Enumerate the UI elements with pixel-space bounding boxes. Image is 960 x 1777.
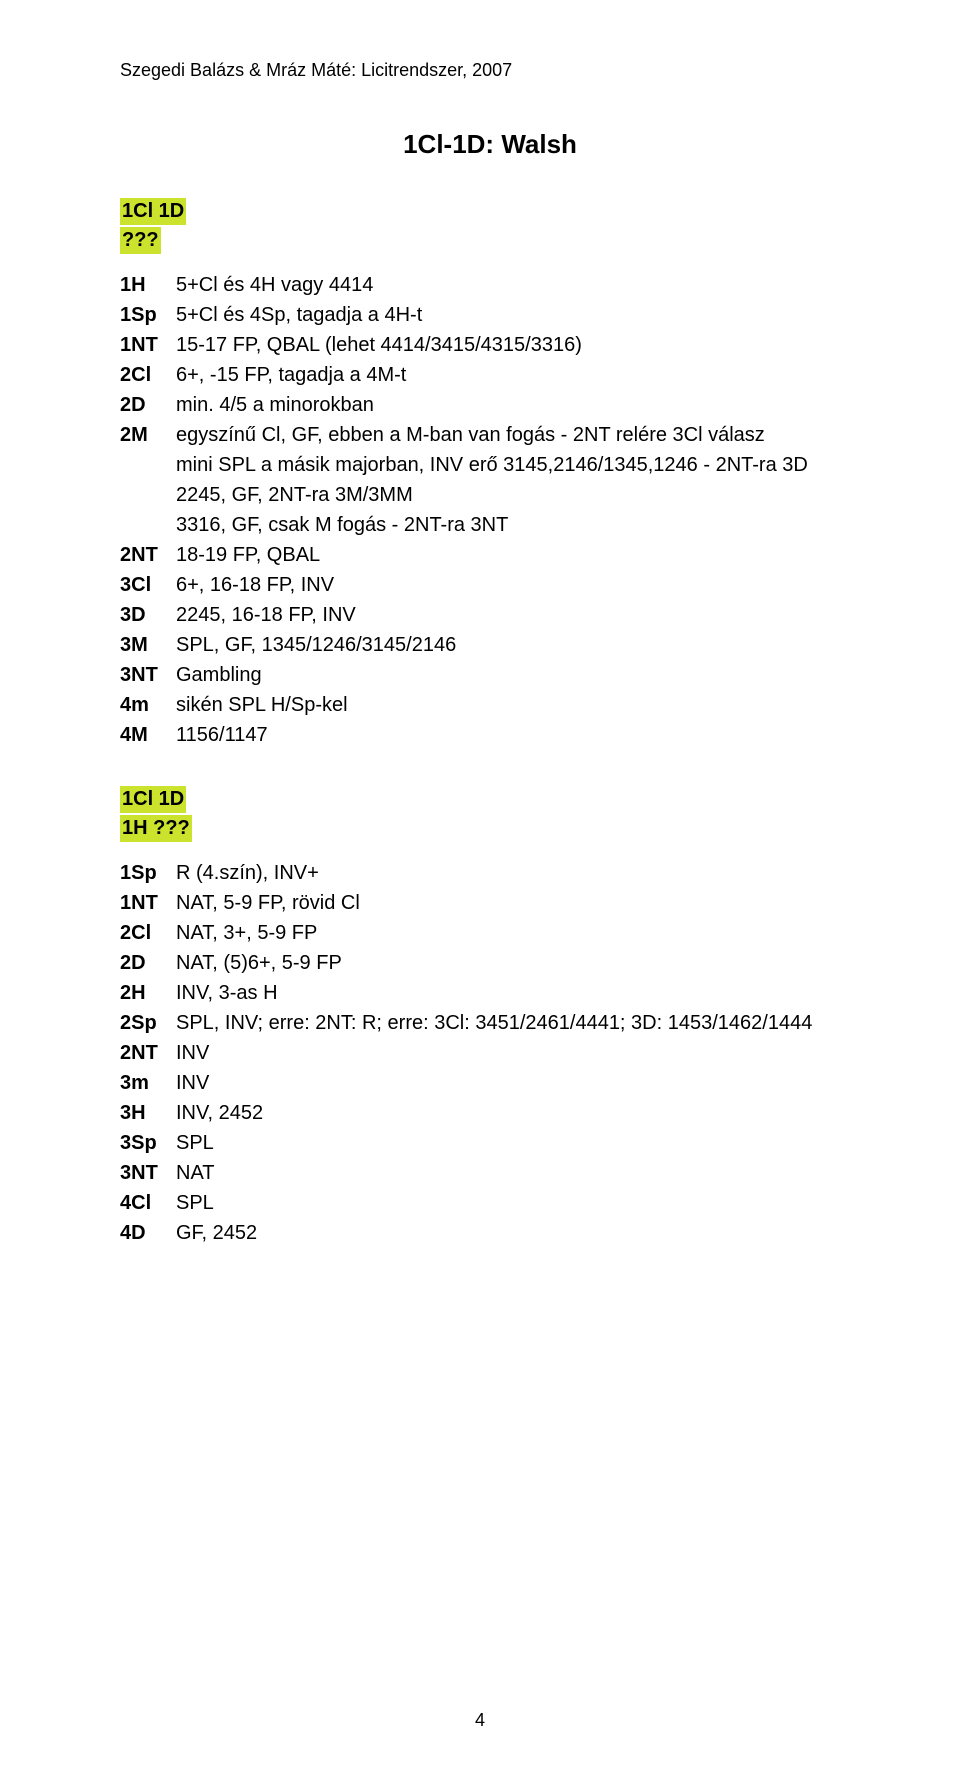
bid-label: 2M (120, 420, 176, 450)
bid-row: 1H5+Cl és 4H vagy 4414 (120, 270, 860, 300)
bid-label: 2NT (120, 540, 176, 570)
bid-label: 2Sp (120, 1008, 176, 1038)
bid-row: 1Sp5+Cl és 4Sp, tagadja a 4H-t (120, 300, 860, 330)
bid-row: 1NTNAT, 5-9 FP, rövid Cl (120, 888, 860, 918)
bid-row: 2NT18-19 FP, QBAL (120, 540, 860, 570)
bid-description: INV (176, 1068, 860, 1098)
bid-description: NAT, 5-9 FP, rövid Cl (176, 888, 860, 918)
bid-row: 2ClNAT, 3+, 5-9 FP (120, 918, 860, 948)
bid-row: 3D2245, 16-18 FP, INV (120, 600, 860, 630)
sequence-header-1: 1Cl 1D (120, 198, 860, 227)
bid-description: sikén SPL H/Sp-kel (176, 690, 860, 720)
spacer (120, 256, 860, 270)
bid-label: 3NT (120, 660, 176, 690)
continuation-line: 2245, GF, 2NT-ra 3M/3MM (176, 480, 860, 510)
bid-label: 3m (120, 1068, 176, 1098)
bid-label: 4m (120, 690, 176, 720)
bid-row: 3SpSPL (120, 1128, 860, 1158)
bid-description: 6+, -15 FP, tagadja a 4M-t (176, 360, 860, 390)
bid-label: 2D (120, 390, 176, 420)
bid-row: 2Megyszínű Cl, GF, ebben a M-ban van fog… (120, 420, 860, 450)
bid-row: 2HINV, 3-as H (120, 978, 860, 1008)
bid-description: NAT, (5)6+, 5-9 FP (176, 948, 860, 978)
bid-label: 4M (120, 720, 176, 750)
bid-description: INV, 2452 (176, 1098, 860, 1128)
spacer (120, 844, 860, 858)
bid-description: SPL, INV; erre: 2NT: R; erre: 3Cl: 3451/… (176, 1008, 860, 1038)
bid-description: NAT, 3+, 5-9 FP (176, 918, 860, 948)
bid-row: 3HINV, 2452 (120, 1098, 860, 1128)
document-header: Szegedi Balázs & Mráz Máté: Licitrendsze… (120, 60, 860, 81)
bid-description: 1156/1147 (176, 720, 860, 750)
bid-label: 4Cl (120, 1188, 176, 1218)
bid-row: 1NT15-17 FP, QBAL (lehet 4414/3415/4315/… (120, 330, 860, 360)
bid-row: 2SpSPL, INV; erre: 2NT: R; erre: 3Cl: 34… (120, 1008, 860, 1038)
bid-label: 3Sp (120, 1128, 176, 1158)
bid-label: 1H (120, 270, 176, 300)
bid-description: SPL (176, 1128, 860, 1158)
bid-list-2: 1SpR (4.szín), INV+1NTNAT, 5-9 FP, rövid… (120, 858, 860, 1248)
bid-label: 1Sp (120, 858, 176, 888)
bid-label: 2Cl (120, 360, 176, 390)
bid-row: 2Dmin. 4/5 a minorokban (120, 390, 860, 420)
bid-label: 3NT (120, 1158, 176, 1188)
bid-row: 4msikén SPL H/Sp-kel (120, 690, 860, 720)
bid-description: SPL, GF, 1345/1246/3145/2146 (176, 630, 860, 660)
bid-description: min. 4/5 a minorokban (176, 390, 860, 420)
bid-row: 3NTGambling (120, 660, 860, 690)
sequence-line-1b: ??? (120, 227, 161, 254)
document-page: Szegedi Balázs & Mráz Máté: Licitrendsze… (0, 0, 960, 1777)
bid-description: 15-17 FP, QBAL (lehet 4414/3415/4315/331… (176, 330, 860, 360)
bid-row: 3MSPL, GF, 1345/1246/3145/2146 (120, 630, 860, 660)
bid-description: SPL (176, 1188, 860, 1218)
sequence-header-2: 1Cl 1D 1H ??? (120, 786, 860, 844)
sequence-line-2a: 1Cl 1D (120, 786, 186, 813)
sequence-header-1b-wrap: ??? (120, 227, 860, 256)
bid-row: 3mINV (120, 1068, 860, 1098)
bid-description: egyszínű Cl, GF, ebben a M-ban van fogás… (176, 420, 860, 450)
bid-description: GF, 2452 (176, 1218, 860, 1248)
bid-label: 1NT (120, 888, 176, 918)
bid-label: 3D (120, 600, 176, 630)
bid-row: 2DNAT, (5)6+, 5-9 FP (120, 948, 860, 978)
continuation-line: 3316, GF, csak M fogás - 2NT-ra 3NT (176, 510, 860, 540)
bid-description: 5+Cl és 4H vagy 4414 (176, 270, 860, 300)
bid-description: NAT (176, 1158, 860, 1188)
bid-label: 3Cl (120, 570, 176, 600)
bid-label: 4D (120, 1218, 176, 1248)
section-title: 1Cl-1D: Walsh (120, 129, 860, 160)
bid-row: 2NTINV (120, 1038, 860, 1068)
bid-label: 2D (120, 948, 176, 978)
bid-row: 3Cl6+, 16-18 FP, INV (120, 570, 860, 600)
continuation-block: mini SPL a másik majorban, INV erő 3145,… (120, 450, 860, 540)
bid-row: 3NTNAT (120, 1158, 860, 1188)
bid-description: 18-19 FP, QBAL (176, 540, 860, 570)
bid-row: 4ClSPL (120, 1188, 860, 1218)
bid-label: 3M (120, 630, 176, 660)
bid-list-1b: 2NT18-19 FP, QBAL3Cl6+, 16-18 FP, INV3D2… (120, 540, 860, 750)
page-number: 4 (0, 1710, 960, 1731)
bid-description: INV (176, 1038, 860, 1068)
sequence-line-2b: 1H ??? (120, 815, 192, 842)
bid-row: 4DGF, 2452 (120, 1218, 860, 1248)
bid-description: 5+Cl és 4Sp, tagadja a 4H-t (176, 300, 860, 330)
bid-row: 4M1156/1147 (120, 720, 860, 750)
bid-description: R (4.szín), INV+ (176, 858, 860, 888)
sequence-line-1a: 1Cl 1D (120, 198, 186, 225)
bid-list-1: 1H5+Cl és 4H vagy 44141Sp5+Cl és 4Sp, ta… (120, 270, 860, 450)
bid-description: 6+, 16-18 FP, INV (176, 570, 860, 600)
bid-row: 2Cl6+, -15 FP, tagadja a 4M-t (120, 360, 860, 390)
bid-label: 3H (120, 1098, 176, 1128)
bid-label: 2H (120, 978, 176, 1008)
bid-description: INV, 3-as H (176, 978, 860, 1008)
bid-label: 2NT (120, 1038, 176, 1068)
bid-description: 2245, 16-18 FP, INV (176, 600, 860, 630)
bid-description: Gambling (176, 660, 860, 690)
bid-label: 1NT (120, 330, 176, 360)
bid-label: 1Sp (120, 300, 176, 330)
continuation-line: mini SPL a másik majorban, INV erő 3145,… (176, 450, 860, 480)
bid-label: 2Cl (120, 918, 176, 948)
bid-row: 1SpR (4.szín), INV+ (120, 858, 860, 888)
